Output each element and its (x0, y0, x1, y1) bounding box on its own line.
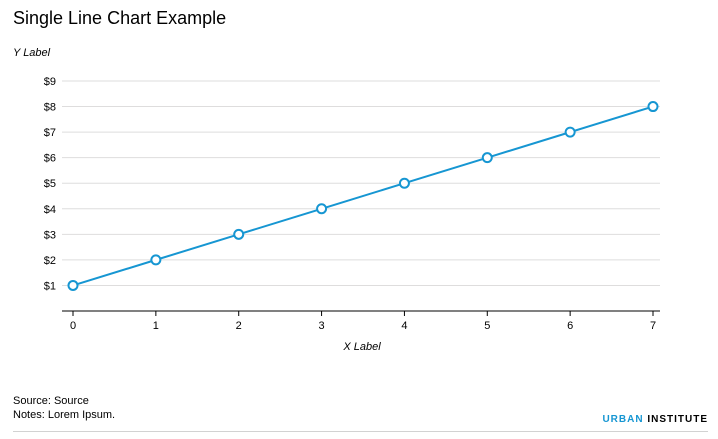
logo-word-institute: INSTITUTE (643, 414, 708, 425)
y-tick-label: $4 (44, 204, 56, 216)
data-point (150, 254, 162, 266)
x-tick-label: 1 (153, 320, 159, 332)
x-tick-label: 4 (401, 320, 407, 332)
y-tick-label: $6 (44, 153, 56, 165)
x-tick-label: 0 (70, 320, 76, 332)
data-point (316, 203, 328, 215)
y-tick-label: $2 (44, 255, 56, 267)
y-tick-label: $3 (44, 229, 56, 241)
data-point (647, 101, 659, 113)
y-axis: $1 $2 $3 $4 $5 $6 $7 $8 $9 (44, 76, 56, 292)
y-tick-label: $5 (44, 178, 56, 190)
series-line (72, 105, 654, 287)
gridlines (62, 80, 660, 286)
bottom-divider (13, 431, 708, 432)
chart-title: Single Line Chart Example (13, 8, 227, 28)
x-tick-label: 3 (319, 320, 325, 332)
y-tick-label: $1 (44, 280, 56, 292)
x-tick-label: 7 (650, 320, 656, 332)
source-note: Source: Source (13, 395, 89, 407)
data-point (233, 228, 245, 240)
x-tick-label: 2 (236, 320, 242, 332)
x-tick-label: 6 (567, 320, 573, 332)
x-axis-label: X Label (342, 341, 381, 353)
urban-institute-logo: URBAN INSTITUTE (602, 414, 708, 425)
data-point (481, 152, 493, 164)
series-layer (67, 101, 659, 291)
data-point (67, 279, 79, 291)
y-tick-label: $7 (44, 127, 56, 139)
x-axis: 0 1 2 3 4 5 6 7 (62, 310, 660, 332)
y-tick-label: $9 (44, 76, 56, 88)
y-tick-label: $8 (44, 102, 56, 114)
x-tick-label: 5 (484, 320, 490, 332)
data-point (564, 126, 576, 138)
notes-text: Notes: Lorem Ipsum. (13, 409, 116, 421)
data-point (398, 177, 410, 189)
y-axis-label: Y Label (13, 47, 51, 59)
logo-word-urban: URBAN (602, 414, 644, 425)
chart-footer: Source: Source Notes: Lorem Ipsum. (13, 394, 115, 422)
